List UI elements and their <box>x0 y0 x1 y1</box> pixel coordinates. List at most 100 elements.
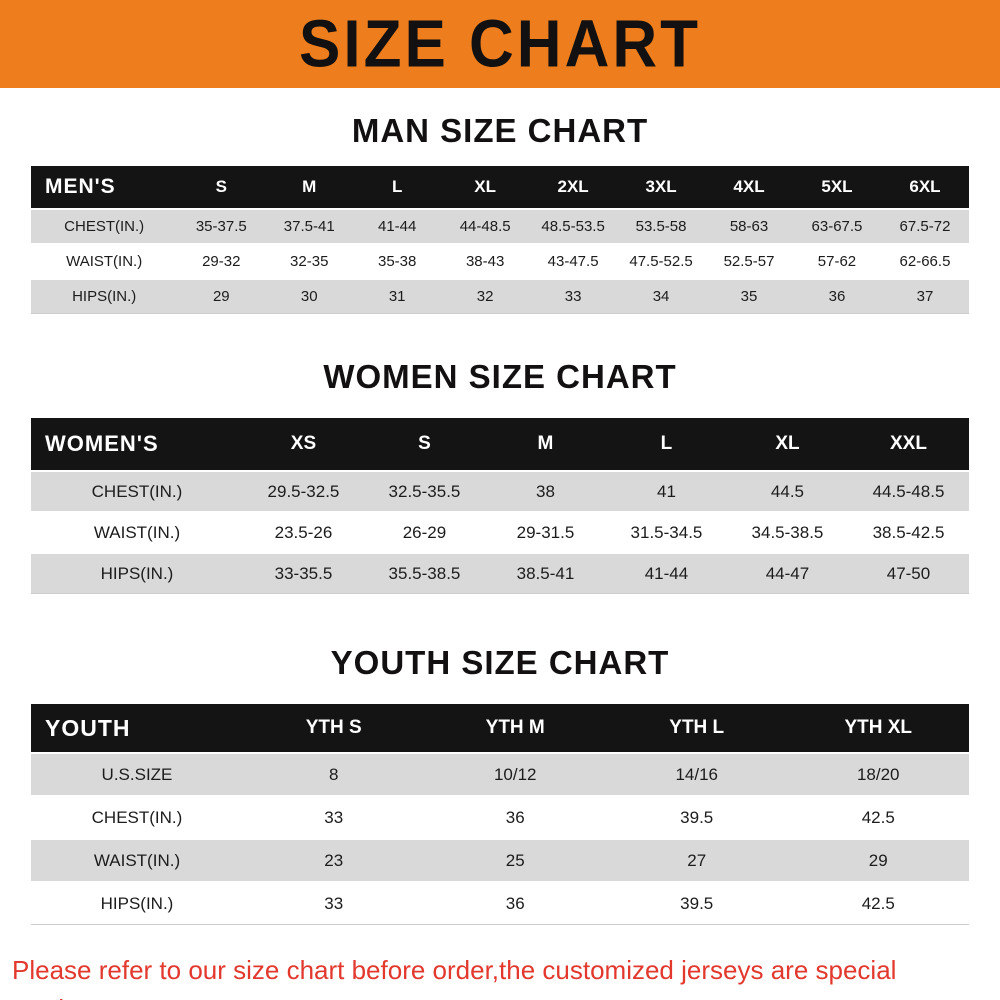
size-column-header: XS <box>242 418 364 471</box>
value-cell: 14/16 <box>675 764 718 784</box>
table-row: CHEST(IN.) 35-37.5 37.5-41 41-44 44-48.5 48.5… <box>31 209 969 244</box>
table-title-cell: WOMEN'S <box>31 418 243 471</box>
man-section-heading: MAN SIZE CHART <box>351 112 649 149</box>
value-cell: 44.5 <box>770 481 805 501</box>
value-cell: 52.5-57 <box>723 253 775 270</box>
women-size-section: WOMEN SIZE CHART WOMEN'S XS S M L XL XXL CHEST(… <box>0 314 1000 594</box>
size-column-header: 6XL <box>880 166 969 209</box>
value-cell: 43-47.5 <box>547 253 599 270</box>
value-cell: 38 <box>536 481 555 501</box>
table-header-row: WOMEN'S XS S M L XL XXL <box>31 418 969 471</box>
value-cell: 34 <box>652 288 670 305</box>
value-cell: 31.5-34.5 <box>630 522 703 542</box>
value-cell: 35.5-38.5 <box>388 563 461 583</box>
row-label-cell: U.S.SIZE <box>101 764 173 784</box>
value-cell: 32 <box>476 288 494 305</box>
women-size-table: WOMEN'S XS S M L XL XXL CHEST(IN.) 29.5-32.5 32.5… <box>31 418 969 594</box>
man-size-table: MEN'S S M L XL 2XL 3XL 4XL 5XL 6XL CHEST(IN.) 35-37… <box>31 166 969 314</box>
value-cell: 36 <box>505 893 525 913</box>
row-label-cell: HIPS(IN.) <box>72 288 137 305</box>
size-column-header: 5XL <box>792 166 881 209</box>
value-cell: 39.5 <box>680 807 714 827</box>
value-cell: 35-38 <box>378 253 417 270</box>
value-cell: 67.5-72 <box>899 218 951 235</box>
row-label-cell: HIPS(IN.) <box>100 893 174 913</box>
size-column-header: L <box>605 418 727 471</box>
size-column-header: 2XL <box>529 166 618 209</box>
table-header-row: MEN'S S M L XL 2XL 3XL 4XL 5XL 6XL <box>31 166 969 209</box>
banner: SIZE CHART <box>0 0 1000 88</box>
value-cell: 32-35 <box>290 253 329 270</box>
disclaimer-line-1: Please refer to our size chart before or… <box>12 955 897 1000</box>
value-cell: 29-31.5 <box>516 522 575 542</box>
table-header-row: YOUTH YTH S YTH M YTH L YTH XL <box>31 704 969 753</box>
value-cell: 47-50 <box>886 563 931 583</box>
youth-section-heading: YOUTH SIZE CHART <box>330 644 670 681</box>
size-column-header: 4XL <box>705 166 793 209</box>
value-cell: 38.5-42.5 <box>872 522 945 542</box>
row-label-cell: WAIST(IN.) <box>93 850 181 870</box>
row-label-cell: WAIST(IN.) <box>93 522 181 542</box>
table-row: U.S.SIZE 8 10/12 14/16 18/20 <box>31 753 969 796</box>
youth-size-section: YOUTH SIZE CHART YOUTH YTH S YTH M YTH L YTH… <box>0 594 1000 925</box>
value-cell: 41-44 <box>378 218 417 235</box>
size-column-header: YTH L <box>605 704 788 753</box>
value-cell: 41 <box>657 481 676 501</box>
size-column-header: XL <box>441 166 530 209</box>
table-row: CHEST(IN.) 29.5-32.5 32.5-35.5 38 41 44.5 44.5… <box>31 471 969 512</box>
value-cell: 33 <box>324 807 344 827</box>
value-cell: 30 <box>300 288 318 305</box>
value-cell: 34.5-38.5 <box>751 522 824 542</box>
table-row: WAIST(IN.) 23 25 27 29 <box>31 839 969 882</box>
value-cell: 41-44 <box>644 563 689 583</box>
value-cell: 29.5-32.5 <box>267 481 340 501</box>
size-column-header: M <box>484 418 606 471</box>
value-cell: 29-32 <box>202 253 241 270</box>
youth-size-table: YOUTH YTH S YTH M YTH L YTH XL U.S.SIZE 8 10/12… <box>31 704 969 925</box>
value-cell: 35 <box>740 288 758 305</box>
man-size-section: MAN SIZE CHART MEN'S S M L XL 2XL 3XL 4XL 5XL 6XL… <box>0 88 1000 314</box>
table-row: CHEST(IN.) 33 36 39.5 42.5 <box>31 796 969 839</box>
value-cell: 38.5-41 <box>516 563 575 583</box>
row-label-cell: CHEST(IN.) <box>91 807 183 827</box>
women-section-heading: WOMEN SIZE CHART <box>323 358 677 395</box>
table-row: HIPS(IN.) 33 36 39.5 42.5 <box>31 882 969 925</box>
size-column-header: XL <box>726 418 848 471</box>
size-column-header: S <box>177 166 266 209</box>
value-cell: 39.5 <box>680 893 714 913</box>
value-cell: 29 <box>212 288 230 305</box>
value-cell: 36 <box>505 807 525 827</box>
row-label-cell: WAIST(IN.) <box>66 253 143 270</box>
size-column-header: YTH S <box>242 704 425 753</box>
row-label-cell: CHEST(IN.) <box>91 481 183 501</box>
table-row: HIPS(IN.) 29 30 31 32 33 34 35 36 37 <box>31 279 969 314</box>
value-cell: 63-67.5 <box>811 218 863 235</box>
value-cell: 48.5-53.5 <box>541 218 605 235</box>
value-cell: 47.5-52.5 <box>629 253 693 270</box>
size-column-header: YTH XL <box>787 704 969 753</box>
table-row: WAIST(IN.) 23.5-26 26-29 29-31.5 31.5-34.5 34… <box>31 512 969 553</box>
page-title: SIZE CHART <box>299 6 701 82</box>
size-chart-content: MAN SIZE CHART MEN'S S M L XL 2XL 3XL 4XL 5XL 6XL… <box>0 88 1000 925</box>
table-title-cell: YOUTH <box>31 704 243 753</box>
value-cell: 44-48.5 <box>459 218 511 235</box>
table-title-cell: MEN'S <box>31 166 178 209</box>
value-cell: 53.5-58 <box>635 218 687 235</box>
value-cell: 26-29 <box>402 522 447 542</box>
value-cell: 33 <box>564 288 582 305</box>
size-column-header: L <box>353 166 442 209</box>
table-row: HIPS(IN.) 33-35.5 35.5-38.5 38.5-41 41-44 44-… <box>31 553 969 594</box>
value-cell: 42.5 <box>861 807 895 827</box>
value-cell: 58-63 <box>729 218 769 235</box>
value-cell: 37 <box>916 288 934 305</box>
size-column-header: 3XL <box>617 166 706 209</box>
value-cell: 32.5-35.5 <box>388 481 461 501</box>
value-cell: 10/12 <box>493 764 537 784</box>
value-cell: 25 <box>505 850 525 870</box>
value-cell: 27 <box>687 850 707 870</box>
value-cell: 8 <box>328 764 339 784</box>
disclaimer-text: Please refer to our size chart before or… <box>12 951 990 1000</box>
size-column-header: YTH M <box>424 704 606 753</box>
value-cell: 35-37.5 <box>195 218 247 235</box>
